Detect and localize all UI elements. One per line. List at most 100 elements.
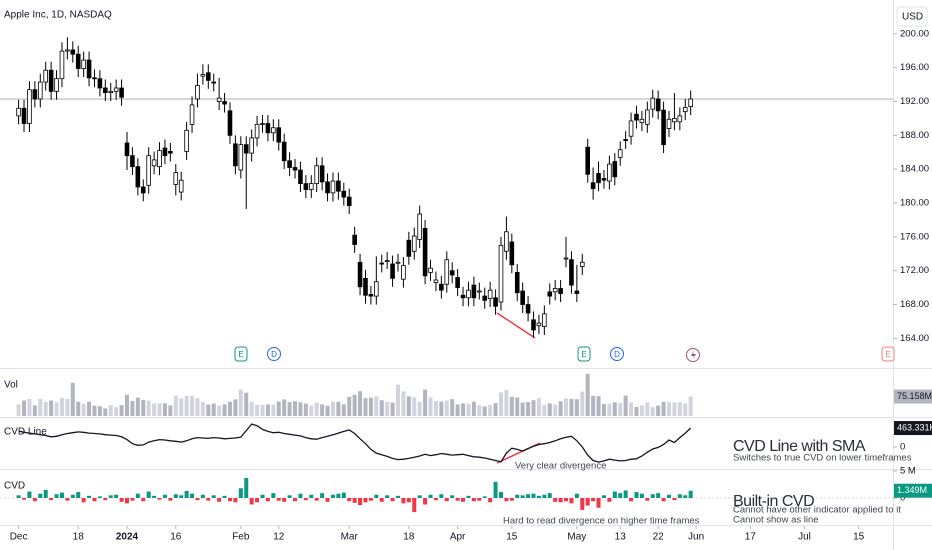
bar xyxy=(162,403,167,416)
bar xyxy=(87,401,92,416)
x-tick-label: 15 xyxy=(853,532,865,543)
candle-body xyxy=(352,234,357,245)
bar xyxy=(179,495,184,498)
bar xyxy=(526,402,531,416)
bar xyxy=(634,492,639,498)
candle-body xyxy=(287,160,292,168)
bar xyxy=(450,399,455,416)
candle-body xyxy=(623,139,628,141)
x-tick-label: 22 xyxy=(653,532,665,543)
x-tick-label: Apr xyxy=(450,532,466,543)
bar xyxy=(43,401,48,416)
candle-body xyxy=(330,180,336,194)
bar xyxy=(276,401,281,416)
candle-body xyxy=(395,261,401,264)
bar xyxy=(536,398,541,416)
bar xyxy=(564,398,569,416)
candle-body xyxy=(498,244,504,303)
candle-body xyxy=(390,263,395,279)
bar xyxy=(477,498,482,501)
bar xyxy=(607,498,612,502)
event-label: D xyxy=(614,350,620,359)
bar xyxy=(314,402,319,416)
candle-body xyxy=(547,291,553,297)
bar xyxy=(244,392,249,416)
bar xyxy=(396,384,400,416)
bar xyxy=(639,493,644,498)
bar xyxy=(108,495,113,498)
bar xyxy=(396,495,400,498)
candle-body xyxy=(16,107,21,117)
currency-label[interactable]: USD xyxy=(902,12,923,23)
candle-body xyxy=(612,161,618,178)
x-tick-label: Jul xyxy=(798,532,811,543)
candle-body xyxy=(493,297,498,307)
bar xyxy=(27,398,32,416)
candle-body xyxy=(677,115,683,123)
bar xyxy=(325,498,330,502)
candle-body xyxy=(173,172,179,185)
candle-body xyxy=(590,182,596,190)
candle-body xyxy=(92,77,97,80)
candle-body xyxy=(471,284,477,299)
bar xyxy=(596,498,601,508)
candle-body xyxy=(563,257,569,260)
bar xyxy=(255,498,260,503)
y-tick-label: 176.00 xyxy=(900,231,929,242)
annotation: Built-in CVD xyxy=(733,493,814,510)
bar xyxy=(276,498,281,501)
bar xyxy=(81,403,86,416)
bar xyxy=(368,397,373,416)
candle-body xyxy=(639,118,645,124)
bar xyxy=(227,401,232,416)
bar xyxy=(688,490,693,498)
bar xyxy=(59,397,64,416)
bar xyxy=(580,391,585,416)
bar xyxy=(22,400,27,416)
bar xyxy=(282,498,287,502)
y-tick-label: 188.00 xyxy=(900,130,929,141)
x-tick-label: May xyxy=(567,532,586,543)
candle-body xyxy=(487,289,493,300)
candle-body xyxy=(617,149,623,158)
bar xyxy=(374,396,379,416)
candle-body xyxy=(276,127,282,143)
candle-body xyxy=(308,183,314,190)
bar xyxy=(379,400,384,416)
candle-body xyxy=(265,123,271,134)
bar xyxy=(114,407,119,416)
candle-body xyxy=(37,81,43,100)
candle-body xyxy=(254,123,260,139)
bar xyxy=(70,494,75,498)
candle-body xyxy=(682,107,688,113)
bar xyxy=(498,492,503,498)
candle-body xyxy=(466,289,471,299)
candle-body xyxy=(325,181,330,194)
bar xyxy=(623,395,628,416)
currency-button[interactable] xyxy=(896,6,928,27)
candle-body xyxy=(406,239,412,257)
candle-body xyxy=(178,179,184,193)
value-label: 1.349M xyxy=(897,485,927,495)
bar xyxy=(125,498,129,504)
annotation: Cannot have other indicator applied to i… xyxy=(733,505,901,516)
bar xyxy=(65,498,70,501)
bar xyxy=(683,495,688,498)
event-marker xyxy=(881,346,895,362)
bar xyxy=(282,399,287,416)
bar xyxy=(509,396,514,416)
bar xyxy=(553,498,558,502)
candle-body xyxy=(162,147,168,157)
candle-body xyxy=(596,173,601,184)
bar xyxy=(493,403,498,416)
bar xyxy=(141,399,146,416)
bar xyxy=(336,493,341,498)
bar xyxy=(650,494,655,498)
bar xyxy=(92,498,97,502)
bar xyxy=(379,498,384,502)
bar xyxy=(650,407,655,416)
bar xyxy=(271,493,276,498)
bar xyxy=(412,498,417,513)
bar xyxy=(325,405,330,416)
candle-body xyxy=(688,98,693,107)
